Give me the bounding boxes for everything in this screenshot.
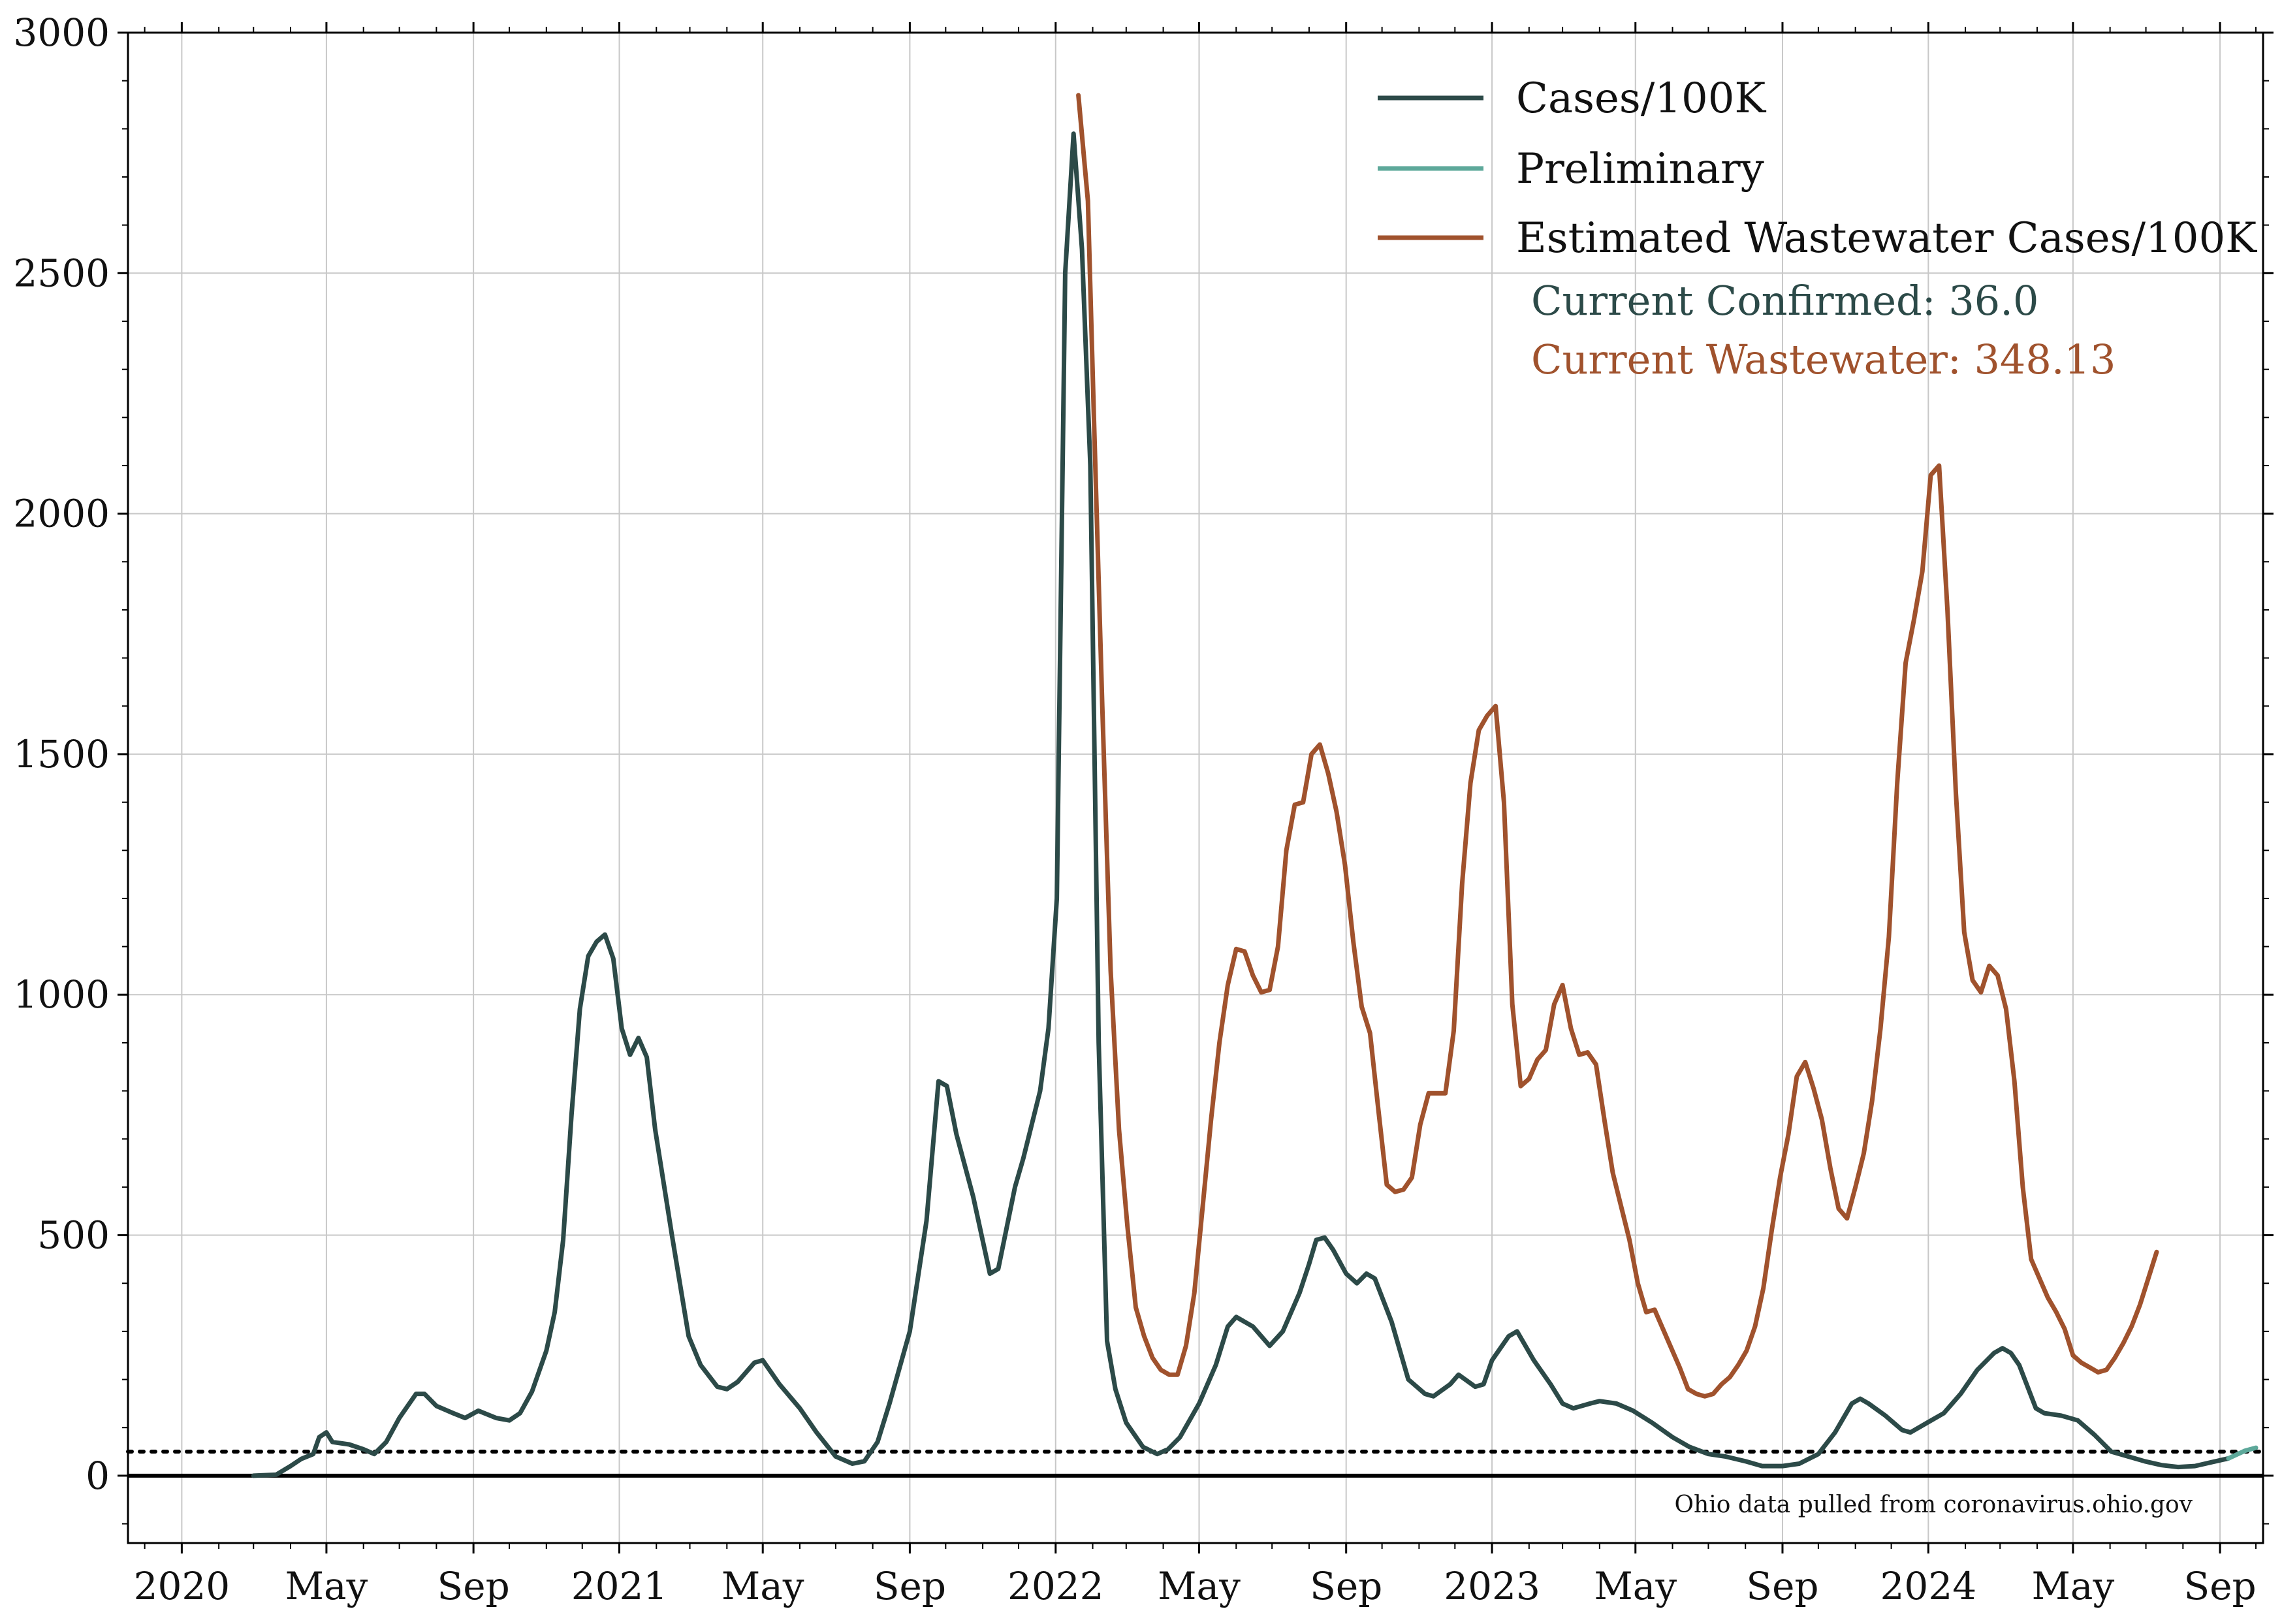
series-group [251, 93, 2258, 1478]
y-tick-label: 0 [86, 1454, 110, 1498]
legend-label-cases: Cases/100K [1516, 74, 1766, 123]
x-tick-label: Sep [1310, 1564, 1382, 1608]
x-axis-labels: 2020 May Sep 2021 May Sep 2022 May Sep 2023 May Sep… [134, 1564, 2257, 1608]
series-line-preliminary [2226, 1445, 2258, 1461]
legend-label-wastewater: Estimated Wastewater Cases/100K [1516, 214, 2257, 263]
plot-frame [127, 31, 2264, 1544]
y-tick-label: 1000 [13, 972, 110, 1017]
x-tick-label: Sep [1746, 1564, 1818, 1608]
x-tick-label: May [721, 1564, 804, 1608]
x-tick-label: May [1158, 1564, 1241, 1608]
x-tick-label: 2022 [1007, 1564, 1104, 1608]
current-wastewater-text: Current Wastewater: 348.13 [1531, 336, 2116, 383]
y-tick-label: 2500 [13, 251, 110, 295]
y-tick-label: 2000 [13, 492, 110, 536]
x-tick-label: May [285, 1564, 368, 1608]
series-line-estimated-wastewater-cases-100k [1076, 93, 2159, 1399]
x-tick-label: 2023 [1444, 1564, 1540, 1608]
y-axis-labels: 0 500 1000 1500 2000 2500 3000 [13, 10, 110, 1498]
y-tick-label: 3000 [13, 10, 110, 55]
x-tick-label: 2020 [134, 1564, 230, 1608]
major-ticks [118, 22, 2274, 1553]
series-line-cases-100k [251, 131, 2231, 1478]
x-tick-label: 2021 [571, 1564, 668, 1608]
current-confirmed-text: Current Confirmed: 36.0 [1531, 277, 2038, 325]
legend-label-preliminary: Preliminary [1516, 145, 1764, 193]
x-tick-label: Sep [2183, 1564, 2256, 1608]
x-tick-label: Sep [437, 1564, 510, 1608]
x-tick-label: May [1594, 1564, 1677, 1608]
y-tick-label: 500 [37, 1213, 110, 1258]
x-tick-label: May [2032, 1564, 2115, 1608]
y-tick-label: 1500 [13, 732, 110, 776]
x-tick-label: 2024 [1880, 1564, 1977, 1608]
x-tick-label: Sep [874, 1564, 946, 1608]
grid [128, 32, 2263, 1543]
legend: Cases/100K Preliminary Estimated Wastewa… [1378, 74, 2257, 263]
source-footnote: Ohio data pulled from coronavirus.ohio.g… [1675, 1491, 2193, 1518]
